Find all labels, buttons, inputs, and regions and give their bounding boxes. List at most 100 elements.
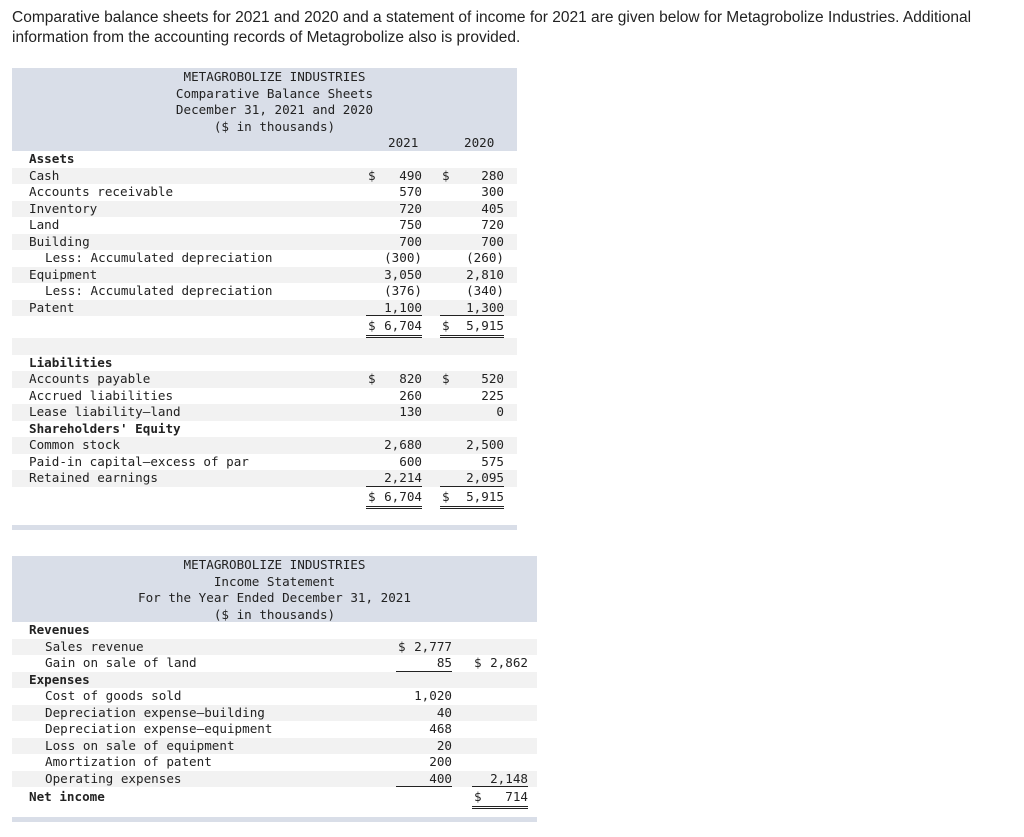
amount: 5,915 <box>466 488 504 504</box>
amount: 468 <box>429 721 452 736</box>
value-cell: 1,100 <box>366 299 422 316</box>
table-row: Cost of goods sold 1,020 <box>12 688 537 705</box>
row-label: Loss on sale of equipment <box>45 737 235 753</box>
amount: 1,100 <box>384 299 422 315</box>
table-row: Equipment 3,050 2,810 <box>12 266 517 284</box>
section-heading: Expenses <box>29 671 90 687</box>
value-cell: 20 <box>396 738 452 755</box>
value-cell: 260 <box>366 388 422 405</box>
value-cell: $2,862 <box>472 655 528 672</box>
amount: 2,095 <box>466 470 504 485</box>
value-cell: (376) <box>366 283 422 300</box>
income-statement-table: METAGROBOLIZE INDUSTRIES Income Statemen… <box>12 556 537 822</box>
amount: 200 <box>429 754 452 769</box>
amount: 6,704 <box>384 318 422 333</box>
table-row: Lease liability–land 130 0 <box>12 404 517 421</box>
amount: 700 <box>481 233 504 249</box>
table-row <box>12 338 517 355</box>
table-row: Amortization of patent 200 <box>12 754 537 771</box>
amount: (300) <box>384 250 422 265</box>
amount: 700 <box>399 233 422 249</box>
amount: 2,810 <box>466 266 504 282</box>
value-cell: $714 <box>472 787 528 809</box>
value-cell: 2,680 <box>366 437 422 454</box>
amount: 40 <box>436 704 452 720</box>
statement-units: ($ in thousands) <box>213 118 336 134</box>
value-cell: 720 <box>440 217 504 234</box>
amount: 2,862 <box>490 655 528 670</box>
currency-symbol: $ <box>398 638 406 654</box>
row-label: Accounts payable <box>29 371 151 386</box>
row-label: Less: Accumulated depreciation <box>45 250 273 265</box>
currency-symbol: $ <box>474 655 482 670</box>
income-statement-header: METAGROBOLIZE INDUSTRIES Income Statemen… <box>12 556 537 622</box>
value-cell: 570 <box>366 184 422 201</box>
currency-symbol: $ <box>442 318 450 333</box>
table-row: Paid-in capital–excess of par 600 575 <box>12 454 517 471</box>
amount: 570 <box>399 184 422 199</box>
amount: 720 <box>481 217 504 232</box>
row-label: Accounts receivable <box>29 184 174 199</box>
table-row: Depreciation expense–building 40 <box>12 704 537 721</box>
section-heading: Liabilities <box>29 354 113 370</box>
row-label: Building <box>29 233 90 249</box>
value-cell: 1,020 <box>396 688 452 705</box>
value-cell: 2,500 <box>440 437 504 454</box>
company-name: METAGROBOLIZE INDUSTRIES <box>183 557 366 572</box>
amount: 750 <box>399 217 422 232</box>
row-label: Patent <box>29 299 75 315</box>
row-label: Operating expenses <box>45 770 182 786</box>
row-label: Cost of goods sold <box>45 688 182 703</box>
amount: 2,148 <box>490 770 528 786</box>
currency-symbol: $ <box>368 371 376 386</box>
value-cell: 575 <box>440 454 504 471</box>
statement-period: For the Year Ended December 31, 2021 <box>138 590 411 605</box>
value-cell: 2,810 <box>440 267 504 284</box>
amount: 6,704 <box>384 488 422 504</box>
balance-sheet-header: METAGROBOLIZE INDUSTRIES Comparative Bal… <box>12 68 517 151</box>
value-cell: 85 <box>396 655 452 672</box>
total-row: Net income $714 <box>12 787 537 809</box>
total-row: $6,704 $5,915 <box>12 487 517 509</box>
amount: 720 <box>399 200 422 216</box>
value-cell: 2,148 <box>472 770 528 787</box>
value-cell: 130 <box>366 404 422 421</box>
amount: 600 <box>399 453 422 469</box>
table-row: Accounts payable $820 $520 <box>12 371 517 388</box>
amount: 130 <box>399 404 422 419</box>
value-cell: $2,777 <box>396 639 452 656</box>
statement-title: Comparative Balance Sheets <box>175 85 374 101</box>
amount: 260 <box>399 387 422 403</box>
amount: 5,915 <box>466 318 504 333</box>
value-cell: 720 <box>366 201 422 218</box>
row-label: Accrued liabilities <box>29 387 174 403</box>
row-label: Depreciation expense–equipment <box>45 721 273 736</box>
section-heading: Assets <box>29 151 75 166</box>
table-row: Operating expenses 400 2,148 <box>12 770 537 787</box>
table-row: Accrued liabilities 260 225 <box>12 388 517 405</box>
row-label: Paid-in capital–excess of par <box>29 453 249 469</box>
table-row: Inventory 720 405 <box>12 200 517 218</box>
amount: 405 <box>481 200 504 216</box>
company-name: METAGROBOLIZE INDUSTRIES <box>183 69 366 84</box>
value-cell: 2,095 <box>440 470 504 487</box>
table-row: Retained earnings 2,214 2,095 <box>12 470 517 487</box>
statement-date: December 31, 2021 and 2020 <box>175 102 374 117</box>
value-cell: 700 <box>440 234 504 251</box>
amount: 1,020 <box>414 688 452 703</box>
amount: 0 <box>496 404 504 419</box>
amount: 2,500 <box>466 437 504 452</box>
table-row: Shareholders' Equity <box>12 421 517 438</box>
value-cell: 225 <box>440 388 504 405</box>
amount: 400 <box>429 770 452 786</box>
amount: 280 <box>481 167 504 183</box>
table-footer-bar <box>12 524 517 530</box>
table-row: Accounts receivable 570 300 <box>12 184 517 201</box>
table-row: Sales revenue $2,777 <box>12 638 537 656</box>
row-label: Land <box>29 217 60 232</box>
value-cell: 750 <box>366 217 422 234</box>
value-cell: $5,915 <box>440 487 504 509</box>
amount: (376) <box>384 283 422 298</box>
section-heading: Revenues <box>29 622 90 637</box>
intro-text: Comparative balance sheets for 2021 and … <box>12 9 972 46</box>
